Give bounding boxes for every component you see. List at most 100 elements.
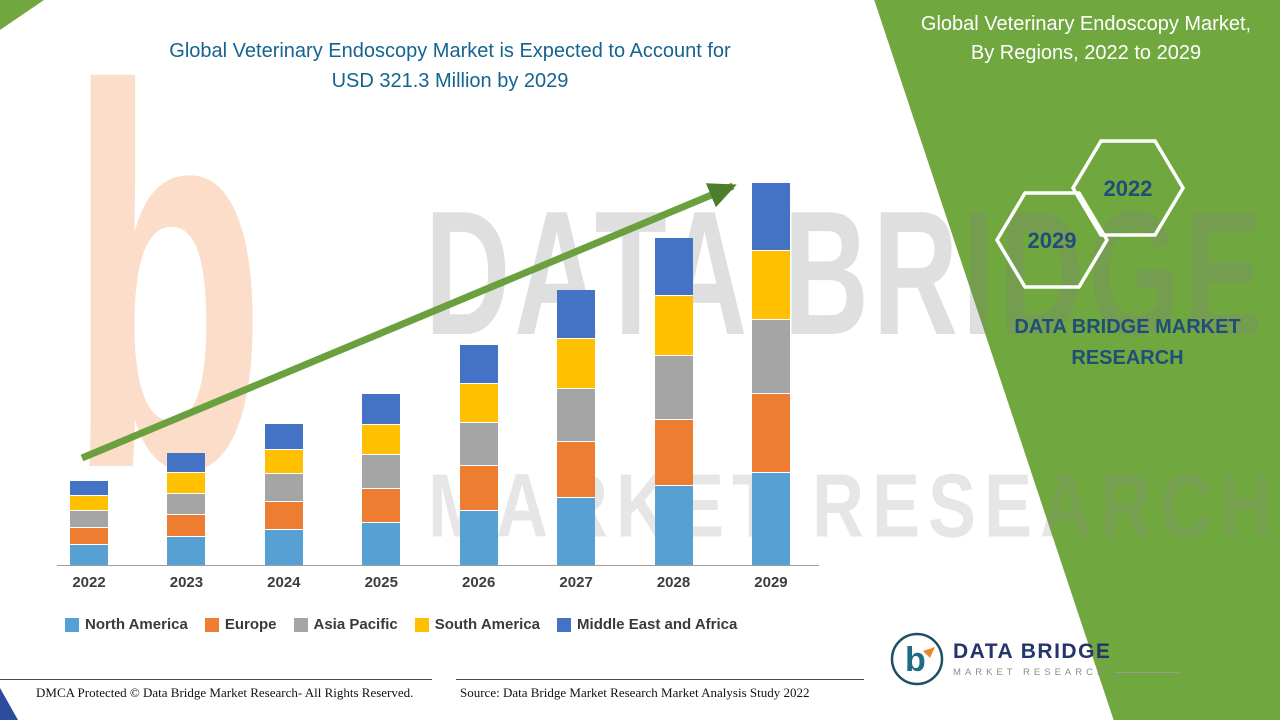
bar-2023 <box>167 183 206 565</box>
bar-segment-2022-middle-east-and-africa <box>70 480 108 495</box>
x-axis-labels: 2022 2023 2024 2025 2026 2027 2028 2029 <box>70 574 790 591</box>
logo-text: DATA BRIDGE MARKET RESEARCH <box>953 640 1179 678</box>
chart-title-line2: USD 321.3 Million by 2029 <box>331 70 569 92</box>
x-axis-label-2027: 2027 <box>559 574 593 591</box>
bar-segment-2025-europe <box>362 487 401 523</box>
bar-2027 <box>557 183 596 565</box>
chart-legend: North America Europe Asia Pacific South Ame… <box>65 616 835 633</box>
bar-segment-2027-middle-east-and-africa <box>557 290 596 338</box>
svg-text:b: b <box>905 641 926 679</box>
bar-segment-2027-europe <box>557 441 596 498</box>
legend-item-north-america: North America <box>65 616 188 633</box>
bars-container <box>70 183 790 565</box>
legend-label-europe: Europe <box>224 616 277 633</box>
bar-segment-2024-asia-pacific <box>264 473 303 501</box>
brand-text-on-panel: DATA BRIDGE MARKET RESEARCH <box>1000 312 1255 374</box>
bar-segment-2029-europe <box>751 393 790 472</box>
legend-item-south-america: South America <box>414 616 541 633</box>
bar-segment-2022-asia-pacific <box>70 510 108 527</box>
bar-segment-2023-north-america <box>167 536 206 565</box>
x-axis-label-2028: 2028 <box>656 574 691 591</box>
x-axis-label-2029: 2029 <box>754 574 788 591</box>
bar-segment-2027-north-america <box>557 497 596 565</box>
bar-2025 <box>362 183 401 565</box>
bar-segment-2028-asia-pacific <box>654 354 693 419</box>
legend-label-middle-east-and-africa: Middle East and Africa <box>577 616 738 633</box>
side-panel-title: Global Veterinary Endoscopy Market, By R… <box>898 10 1274 68</box>
legend-swatch-asia-pacific <box>293 617 308 632</box>
bar-segment-2029-middle-east-and-africa <box>751 183 790 250</box>
side-panel-title-line1: Global Veterinary Endoscopy Market, <box>920 13 1252 35</box>
bar-segment-2026-europe <box>459 465 498 511</box>
bar-2026 <box>459 183 498 565</box>
bar-segment-2024-south-america <box>264 448 303 474</box>
bar-2029 <box>751 183 790 565</box>
bar-segment-2023-europe <box>167 513 206 537</box>
bar-segment-2028-south-america <box>654 295 693 355</box>
bar-segment-2029-south-america <box>751 249 790 319</box>
bar-segment-2025-middle-east-and-africa <box>362 393 401 424</box>
bar-segment-2025-asia-pacific <box>362 454 401 488</box>
bar-segment-2024-europe <box>264 500 303 530</box>
bar-segment-2026-north-america <box>459 510 498 565</box>
x-axis-label-2026: 2026 <box>462 574 496 591</box>
logo-title: DATA BRIDGE <box>953 640 1112 663</box>
bar-segment-2029-north-america <box>751 471 790 565</box>
legend-label-asia-pacific: Asia Pacific <box>313 616 398 633</box>
bar-segment-2027-south-america <box>557 337 596 388</box>
hexagon-2022-label: 2022 <box>1104 176 1153 201</box>
hexagon-2029-outline <box>994 191 1110 289</box>
bar-segment-2028-north-america <box>654 485 693 565</box>
legend-swatch-north-america <box>65 617 79 632</box>
x-axis-label-2023: 2023 <box>169 574 204 591</box>
bar-2022 <box>70 183 108 565</box>
bar-segment-2023-south-america <box>167 472 206 493</box>
legend-item-asia-pacific: Asia Pacific <box>293 616 398 633</box>
bar-2024 <box>264 183 303 565</box>
bar-segment-2022-north-america <box>70 543 108 565</box>
hexagon-2029-label: 2029 <box>1028 228 1077 253</box>
side-panel-title-line2: By Regions, 2022 to 2029 <box>970 42 1202 64</box>
legend-swatch-europe <box>204 617 219 632</box>
legend-swatch-middle-east-and-africa <box>557 617 572 632</box>
bar-segment-2022-europe <box>70 526 108 544</box>
dmca-notice: DMCA Protected © Data Bridge Market Rese… <box>36 685 414 700</box>
bar-segment-2026-asia-pacific <box>459 422 498 466</box>
bar-2028 <box>654 183 693 565</box>
data-bridge-logo-icon: b <box>890 632 944 686</box>
source-note: Source: Data Bridge Market Research Mark… <box>460 685 810 700</box>
x-axis-label-2024: 2024 <box>267 574 301 591</box>
bar-segment-2029-asia-pacific <box>751 318 790 394</box>
legend-swatch-south-america <box>414 617 429 632</box>
legend-label-north-america: North America <box>85 616 188 633</box>
chart-title-line1: Global Veterinary Endoscopy Market is Ex… <box>169 40 731 62</box>
footer-divider-right <box>456 679 864 680</box>
chart-title: Global Veterinary Endoscopy Market is Ex… <box>60 36 840 96</box>
brand-text-line1: DATA BRIDGE MARKET <box>1014 316 1241 338</box>
bar-segment-2026-middle-east-and-africa <box>459 345 498 384</box>
bottom-left-corner-accent <box>0 688 18 720</box>
bar-segment-2025-south-america <box>362 423 401 455</box>
legend-item-middle-east-and-africa: Middle East and Africa <box>557 616 737 633</box>
logo-rule <box>1114 672 1179 673</box>
x-axis-line <box>57 565 819 566</box>
x-axis-label-2022: 2022 <box>72 574 106 591</box>
bar-segment-2022-south-america <box>70 494 108 511</box>
top-left-corner-accent <box>0 0 44 30</box>
bar-segment-2025-north-america <box>362 522 401 565</box>
bar-segment-2028-europe <box>654 418 693 486</box>
legend-label-south-america: South America <box>434 616 541 633</box>
bar-segment-2024-north-america <box>264 529 303 565</box>
x-axis-label-2025: 2025 <box>364 574 398 591</box>
bar-segment-2023-asia-pacific <box>167 492 206 514</box>
legend-item-europe: Europe <box>204 616 277 633</box>
year-hexagons: 2029 2022 <box>994 139 1186 289</box>
stacked-bar-chart: 2022 2023 2024 2025 2026 2027 2028 2029 North A… <box>45 150 845 650</box>
bar-segment-2023-middle-east-and-africa <box>167 453 206 473</box>
bar-segment-2024-middle-east-and-africa <box>264 423 303 449</box>
logo-subtitle: MARKET RESEARCH <box>953 667 1108 678</box>
hexagon-2022-outline <box>1070 139 1186 237</box>
brand-text-line2: RESEARCH <box>1071 347 1184 369</box>
bar-segment-2026-south-america <box>459 383 498 423</box>
